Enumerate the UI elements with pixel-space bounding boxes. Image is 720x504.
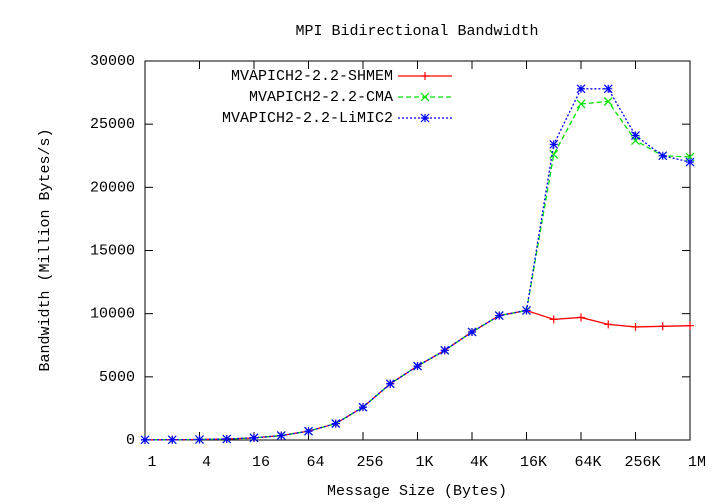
- data-point: [440, 345, 450, 355]
- x-tick-label: 4: [202, 454, 211, 471]
- data-point: [576, 84, 586, 94]
- data-point: [549, 139, 559, 149]
- y-tick-label: 15000: [90, 242, 135, 259]
- x-tick-label: 16: [252, 454, 270, 471]
- x-axis-label: Message Size (Bytes): [327, 483, 507, 500]
- y-axis-label: Bandwidth (Million Bytes/s): [37, 128, 54, 371]
- x-tick-label: 4K: [470, 454, 488, 471]
- chart-title: MPI Bidirectional Bandwidth: [295, 23, 538, 40]
- data-point: [222, 434, 232, 444]
- data-point: [686, 321, 694, 330]
- x-tick-label: 16K: [520, 454, 547, 471]
- legend-marker: [420, 92, 430, 102]
- data-point: [522, 306, 531, 315]
- data-point: [304, 426, 313, 436]
- y-tick-label: 20000: [90, 179, 135, 196]
- data-point: [549, 150, 559, 159]
- y-tick-label: 25000: [90, 116, 135, 133]
- x-tick-label: 1: [147, 454, 156, 471]
- series-line: [144, 100, 691, 441]
- data-point: [385, 379, 395, 389]
- x-tick-label: 256: [356, 454, 383, 471]
- x-tick-label: 64: [306, 454, 324, 471]
- data-point: [576, 99, 586, 109]
- y-tick-label: 30000: [90, 53, 135, 70]
- data-point: [604, 320, 613, 329]
- data-point: [631, 322, 640, 331]
- legend-label: MVAPICH2-2.2-SHMEM: [231, 68, 393, 85]
- data-point: [603, 97, 613, 106]
- data-point: [685, 157, 695, 167]
- y-tick-label: 0: [126, 432, 135, 449]
- data-point: [577, 313, 585, 322]
- legend-label: MVAPICH2-2.2-CMA: [249, 89, 393, 106]
- data-point: [603, 84, 613, 94]
- data-point: [467, 327, 477, 337]
- data-point: [494, 311, 504, 320]
- data-point: [658, 151, 668, 161]
- data-point: [413, 361, 422, 371]
- legend-marker: [421, 72, 429, 80]
- series-line: [144, 309, 691, 441]
- data-point: [631, 131, 640, 140]
- y-tick-label: 10000: [90, 306, 135, 323]
- data-point: [140, 435, 150, 445]
- x-tick-label: 64K: [574, 454, 601, 471]
- x-tick-label: 1M: [688, 454, 706, 471]
- data-point: [276, 431, 286, 441]
- x-tick-label: 256K: [624, 454, 660, 471]
- data-point: [167, 435, 177, 445]
- data-point: [549, 315, 558, 324]
- series-line: [144, 88, 691, 441]
- data-point: [249, 433, 259, 443]
- data-point: [195, 435, 204, 444]
- y-tick-label: 5000: [99, 369, 135, 386]
- data-point: [358, 402, 368, 412]
- legend-label: MVAPICH2-2.2-LiMIC2: [222, 110, 393, 127]
- data-point: [658, 322, 667, 331]
- x-tick-label: 1K: [415, 454, 433, 471]
- data-point: [331, 419, 341, 429]
- legend-marker: [420, 113, 430, 123]
